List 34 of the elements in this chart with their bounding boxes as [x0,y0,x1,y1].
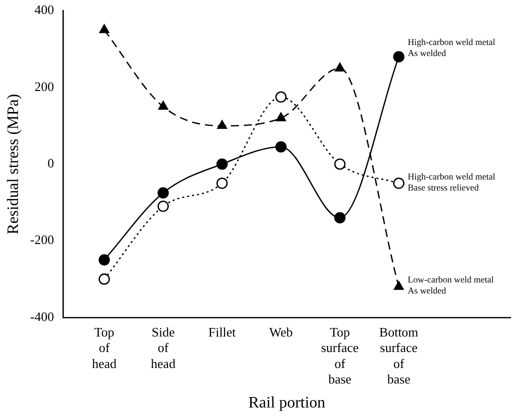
y-tick-label: -400 [30,308,54,324]
y-tick-label: 0 [48,156,54,171]
point [158,200,169,212]
y-tick-label: 200 [34,78,54,94]
point [334,62,345,72]
x-tick-label: Top of head [92,324,118,371]
x-axis-title: Rail portion [248,394,326,412]
point [394,281,404,290]
y-axis-title: Residual stress (MPa) [4,94,22,234]
x-tick-label: Web [269,324,293,340]
point [275,91,287,103]
point [334,212,346,224]
point [393,51,404,62]
x-tick-label: Top surface of base [321,324,359,386]
point [216,178,228,189]
series-label: High-carbon weld metal Base stress relieved [408,171,496,192]
point [216,158,228,170]
x-tick-label: Bottom surface of base [379,324,418,386]
y-tick-label: -200 [30,232,54,248]
x-tick-label: Side of head [150,324,176,371]
point [275,141,287,153]
point [276,112,286,122]
point [98,254,110,266]
y-tick-label: 400 [34,2,54,18]
series-label: Low-carbon weld metal As welded [408,274,494,296]
point [158,187,169,198]
point [334,158,346,170]
point [393,178,404,189]
x-tick-label: Fillet [208,324,236,340]
point [158,100,168,110]
point [98,273,110,285]
point [217,120,228,129]
point [99,24,110,34]
series-label: High-carbon weld metal As welded [408,36,496,58]
